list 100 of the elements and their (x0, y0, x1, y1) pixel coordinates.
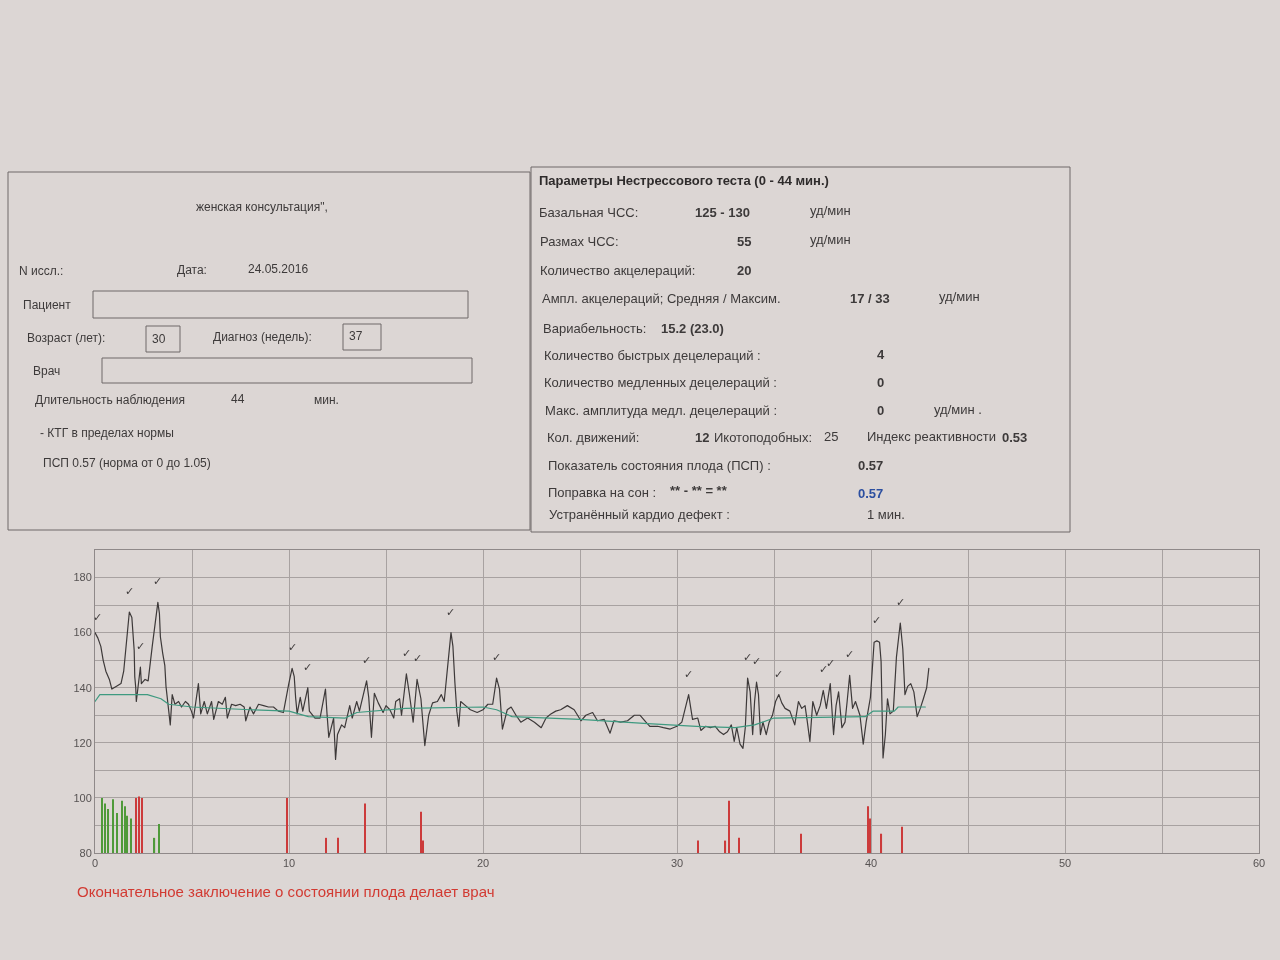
text: Устранённый кардио дефект : (549, 507, 730, 522)
text: Ампл. акцелераций; Средняя / Максим. (542, 291, 781, 306)
bar (728, 800, 730, 853)
annotation: ✓ (752, 655, 762, 668)
bar (112, 799, 114, 853)
bar (738, 837, 740, 853)
text: Икотоподобных: (714, 430, 813, 445)
annotation: ✓ (826, 657, 836, 670)
text: Параметры Нестрессового теста (0 - 44 мин.) (539, 173, 829, 188)
text: 37 (349, 329, 363, 343)
text: 20 (737, 263, 752, 278)
text: Поправка на сон : (548, 485, 657, 500)
text: 4 (877, 347, 885, 362)
text: Показатель состояния плода (ПСП) : (548, 458, 771, 473)
text: 25 (824, 429, 839, 444)
bar (325, 837, 328, 853)
bar (697, 840, 699, 853)
text: женская консультация", (196, 200, 328, 214)
y-tick-label: 120 (73, 736, 92, 749)
text: уд/мин (810, 203, 851, 218)
annotation: ✓ (492, 651, 502, 664)
text: 1 мин. (867, 507, 905, 522)
text: ** - ** = ** (670, 483, 728, 498)
bar (800, 833, 802, 853)
annotation: ✓ (413, 652, 423, 665)
bar (138, 796, 140, 853)
y-tick-label: 160 (73, 626, 92, 639)
text: ПСП 0.57 (норма от 0 до 1.05) (43, 456, 211, 470)
text: уд/мин (939, 289, 980, 304)
bar (158, 824, 160, 853)
annotation: ✓ (743, 651, 753, 664)
x-tick-label: 10 (282, 857, 296, 870)
text: мин. (314, 393, 339, 407)
text: Базальная ЧСС: (539, 205, 639, 220)
text: 0.57 (858, 486, 884, 501)
text: Макс. амплитуда медл. децелераций : (545, 403, 778, 418)
text: N иссл.: (19, 264, 64, 278)
text: Количество быстрых децелераций : (544, 348, 761, 363)
text: 0.53 (1002, 430, 1028, 445)
text: Кол. движений: (547, 430, 640, 445)
x-tick-label: 60 (1252, 857, 1266, 870)
y-tick-label: 180 (73, 571, 92, 584)
text: Длительность наблюдения (35, 393, 185, 407)
annotation: ✓ (896, 596, 906, 609)
annotation: ✓ (362, 654, 372, 667)
text: Возраст (лет): (27, 331, 106, 345)
x-tick-label: 30 (670, 857, 684, 870)
text: 55 (737, 234, 752, 249)
annotation: ✓ (288, 641, 298, 654)
bar (364, 803, 366, 853)
bar (121, 800, 123, 853)
text: Врач (33, 364, 61, 378)
text: Окончательное заключение о состоянии плода делает врач (77, 883, 495, 900)
text: 30 (152, 332, 166, 346)
text: Количество акцелераций: (540, 263, 696, 278)
y-tick-label: 140 (73, 681, 92, 694)
line-series (95, 601, 930, 760)
text: Пациент (23, 298, 72, 312)
text: 0.57 (858, 458, 884, 473)
bar (116, 813, 118, 853)
x-tick-label: 50 (1058, 857, 1072, 870)
y-tick-label: 80 (79, 846, 92, 859)
annotation: ✓ (153, 575, 163, 588)
x-tick-label: 0 (91, 857, 99, 870)
text: уд/мин . (934, 402, 982, 417)
annotation: ✓ (125, 585, 135, 598)
text: Вариабельность: (543, 321, 647, 336)
text: Количество медленных децелераций : (544, 375, 777, 390)
text: 12 (695, 430, 710, 445)
bar (880, 833, 883, 853)
annotation: ✓ (845, 648, 855, 661)
annotation: ✓ (93, 611, 103, 624)
bar (153, 837, 156, 853)
text: уд/мин (810, 232, 851, 247)
annotation: ✓ (136, 640, 146, 653)
y-tick-label: 100 (73, 791, 92, 804)
text: 125 - 130 (695, 205, 750, 220)
text: 24.05.2016 (248, 262, 309, 276)
x-tick-label: 20 (476, 857, 490, 870)
annotation: ✓ (303, 661, 313, 674)
bar (141, 797, 143, 853)
bar (101, 797, 103, 853)
text: 17 / 33 (850, 291, 890, 306)
bar (286, 797, 288, 853)
text: 0 (877, 375, 885, 390)
line-series (95, 694, 926, 729)
bar (901, 826, 903, 853)
bar (724, 840, 727, 853)
annotation: ✓ (446, 606, 456, 619)
text: Индекс реактивности (867, 429, 997, 444)
text: Диагноз (недель): (213, 330, 312, 344)
annotation: ✓ (872, 614, 882, 627)
bar (420, 811, 422, 853)
annotation: ✓ (774, 668, 784, 681)
annotation: ✓ (819, 663, 829, 676)
text: Дата: (177, 263, 207, 277)
text: 44 (231, 392, 245, 406)
annotation: ✓ (684, 668, 694, 681)
x-tick-label: 40 (864, 857, 878, 870)
text: 15.2 (23.0) (661, 321, 724, 336)
